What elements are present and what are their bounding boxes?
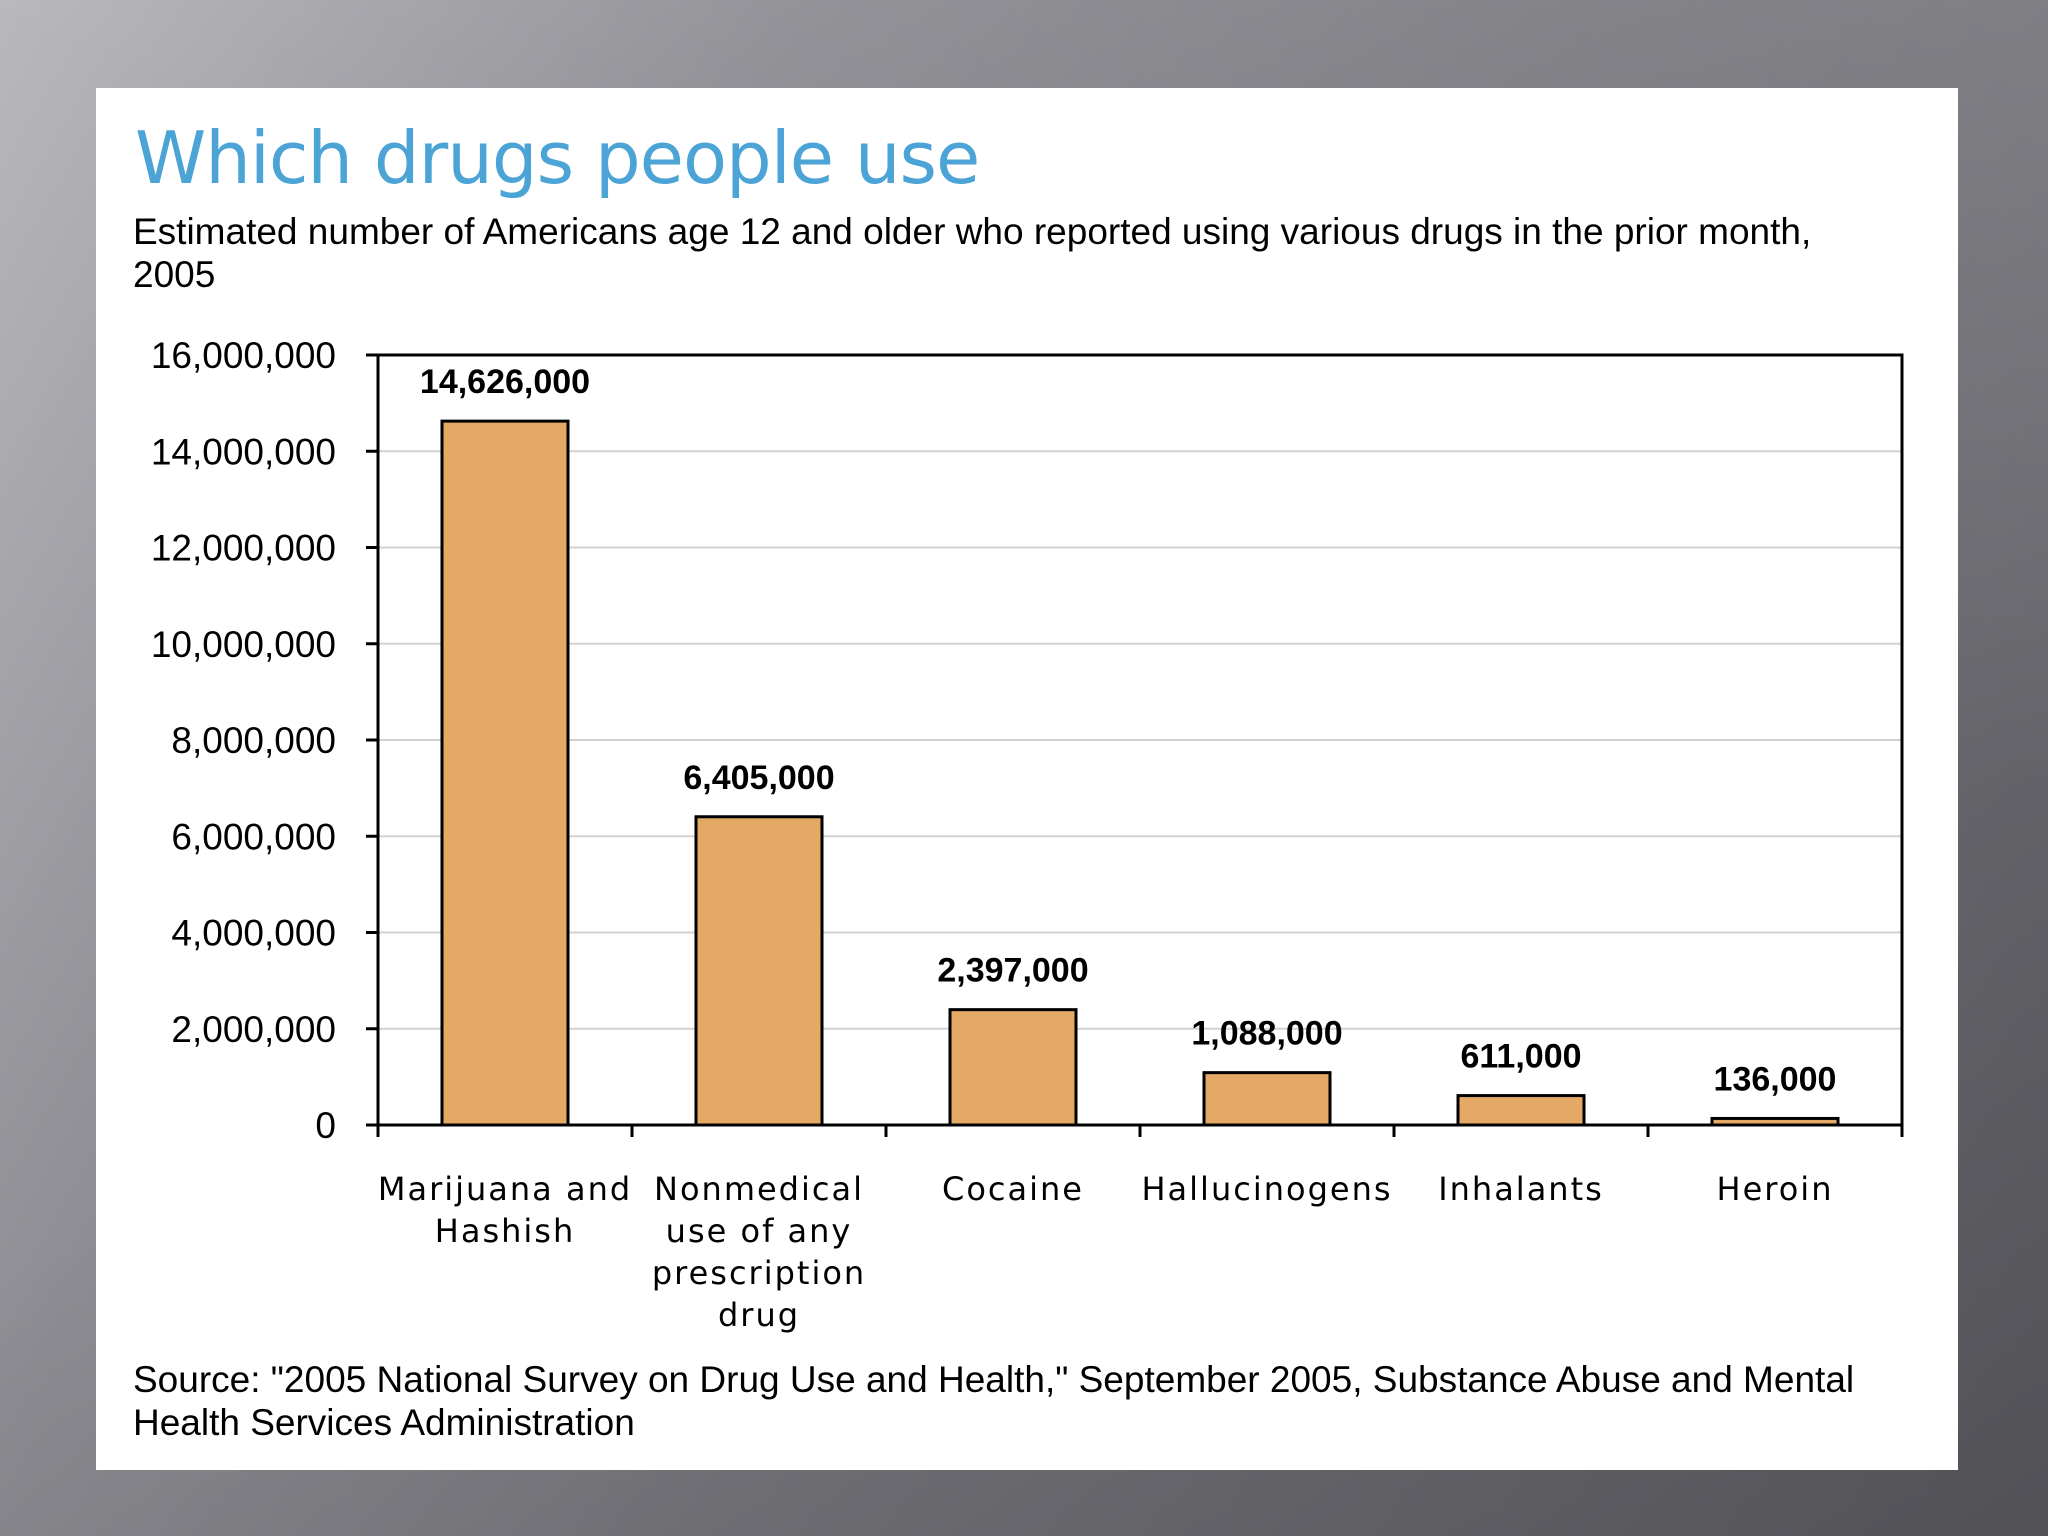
- y-tick-label: 0: [315, 1105, 336, 1146]
- y-tick-label: 16,000,000: [151, 335, 336, 376]
- category-label: Hallucinogens: [1141, 1170, 1392, 1208]
- category-label-line: Cocaine: [942, 1170, 1084, 1208]
- category-label: Marijuana and Hashish: [378, 1170, 632, 1250]
- y-tick-label: 6,000,000: [171, 816, 336, 857]
- y-tick-label: 2,000,000: [171, 1009, 336, 1050]
- bar: [694, 815, 824, 1127]
- y-tick-label: 4,000,000: [171, 913, 336, 954]
- category-label-line: Marijuana and: [378, 1170, 632, 1208]
- category-label-line: Inhalants: [1438, 1170, 1604, 1208]
- y-tick-label: 14,000,000: [151, 431, 336, 472]
- y-tick-label: 12,000,000: [151, 528, 336, 569]
- data-label: 2,397,000: [937, 952, 1088, 990]
- data-label: 6,405,000: [683, 759, 834, 797]
- data-label: 1,088,000: [1191, 1015, 1342, 1053]
- category-label-line: Hashish: [435, 1212, 575, 1250]
- category-label: Cocaine: [942, 1170, 1084, 1208]
- chart-subtitle: Estimated number of Americans age 12 and…: [133, 211, 1812, 295]
- bar: [1710, 1116, 1840, 1127]
- data-label: 14,626,000: [420, 363, 590, 401]
- category-label: Heroin: [1717, 1170, 1834, 1208]
- y-tick-label: 10,000,000: [151, 624, 336, 665]
- chart-panel: [96, 88, 1958, 1470]
- category-label-line: use of any: [666, 1212, 853, 1250]
- bar: [1456, 1094, 1586, 1127]
- data-label: 611,000: [1460, 1038, 1581, 1076]
- bar: [440, 419, 570, 1127]
- category-label-line: Hallucinogens: [1141, 1170, 1392, 1208]
- data-label: 136,000: [1714, 1060, 1837, 1098]
- category-label-line: prescription: [652, 1254, 866, 1292]
- category-label-line: Heroin: [1717, 1170, 1834, 1208]
- category-label-line: drug: [718, 1296, 800, 1334]
- category-label: Inhalants: [1438, 1170, 1604, 1208]
- y-tick-label: 8,000,000: [171, 720, 336, 761]
- bar: [1202, 1071, 1332, 1127]
- chart-title: Which drugs people use: [135, 116, 980, 200]
- chart-source: Source: "2005 National Survey on Drug Us…: [133, 1359, 1855, 1443]
- category-label-line: Nonmedical: [654, 1170, 864, 1208]
- bar: [948, 1008, 1078, 1127]
- category-label: Nonmedical use of any prescription drug: [652, 1170, 866, 1334]
